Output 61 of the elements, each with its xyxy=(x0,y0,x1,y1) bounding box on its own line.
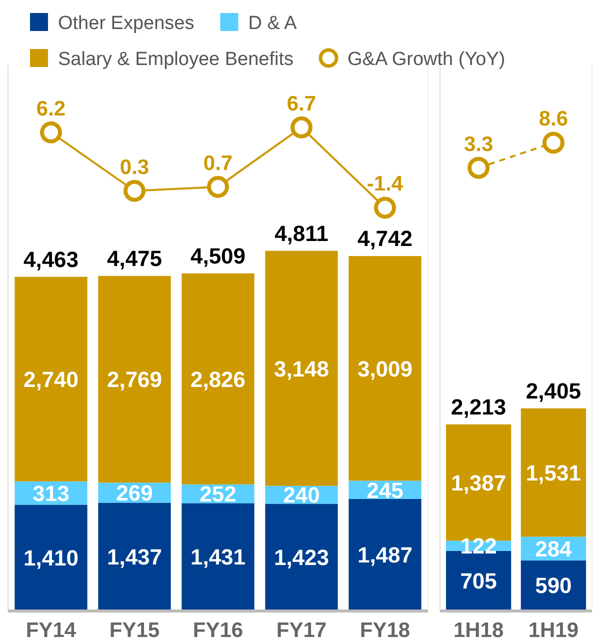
data-label: 1,423 xyxy=(274,544,330,570)
data-label: 1,437 xyxy=(106,544,162,570)
data-label: 252 xyxy=(200,482,236,507)
data-label: 284 xyxy=(535,536,573,562)
data-label: 3.3 xyxy=(464,132,494,156)
x-tick-label: FY17 xyxy=(276,619,327,639)
x-tick-label: 1H18 xyxy=(453,619,504,639)
x-tick-label: FY16 xyxy=(192,619,244,639)
x-tick-label: FY14 xyxy=(26,619,76,639)
data-label: 3,148 xyxy=(274,356,330,382)
point xyxy=(290,116,312,138)
bar xyxy=(348,256,422,481)
data-label: 2,740 xyxy=(23,367,79,392)
data-label: 705 xyxy=(460,568,497,594)
point xyxy=(40,121,62,144)
legend-label: D & A xyxy=(248,12,298,34)
data-label: 0.3 xyxy=(120,156,150,179)
bar xyxy=(348,498,422,610)
bar xyxy=(182,503,254,610)
x-tick-label: FY15 xyxy=(109,619,160,639)
data-label: 1,487 xyxy=(357,542,413,568)
total-label: 4,509 xyxy=(190,243,246,268)
x-tick-label: 1H19 xyxy=(528,619,579,639)
bar xyxy=(520,408,586,537)
data-label: 2,769 xyxy=(106,367,162,392)
data-label: -1.4 xyxy=(366,172,404,196)
total-label: 4,811 xyxy=(274,220,328,246)
point xyxy=(207,176,229,198)
data-label: 6.2 xyxy=(36,97,66,120)
bar xyxy=(98,502,171,610)
data-label: 269 xyxy=(116,480,153,506)
data-label: 313 xyxy=(32,480,70,506)
data-label: 1,531 xyxy=(526,460,581,486)
legend-label: G&A Growth (YoY) xyxy=(348,48,506,70)
bar xyxy=(265,250,338,486)
total-label: 4,475 xyxy=(106,246,162,271)
total-label: 2,405 xyxy=(526,378,581,404)
data-label: 1,431 xyxy=(190,544,246,570)
data-label: 1,410 xyxy=(23,545,79,570)
data-label: 1,387 xyxy=(451,470,506,496)
legend-label: Other Expenses xyxy=(58,12,194,34)
point xyxy=(124,180,146,202)
legend-label: Salary & Employee Benefits xyxy=(58,48,294,70)
data-label: 240 xyxy=(283,482,320,508)
data-label: 590 xyxy=(535,573,572,598)
total-label: 2,213 xyxy=(451,394,506,420)
x-tick-label: FY18 xyxy=(360,619,410,639)
bar xyxy=(14,276,88,482)
total-label: 4,742 xyxy=(357,226,413,252)
bar xyxy=(98,276,171,483)
data-label: 2,826 xyxy=(190,366,246,392)
data-label: 245 xyxy=(366,478,404,503)
bar xyxy=(182,273,254,484)
data-label: 6.7 xyxy=(286,92,316,116)
point xyxy=(374,196,396,219)
data-label: 0.7 xyxy=(203,152,233,175)
data-label: 8.6 xyxy=(538,108,568,131)
data-label: 3,009 xyxy=(357,356,413,382)
bar xyxy=(265,504,338,610)
bar xyxy=(14,504,88,610)
total-label: 4,463 xyxy=(23,246,79,272)
